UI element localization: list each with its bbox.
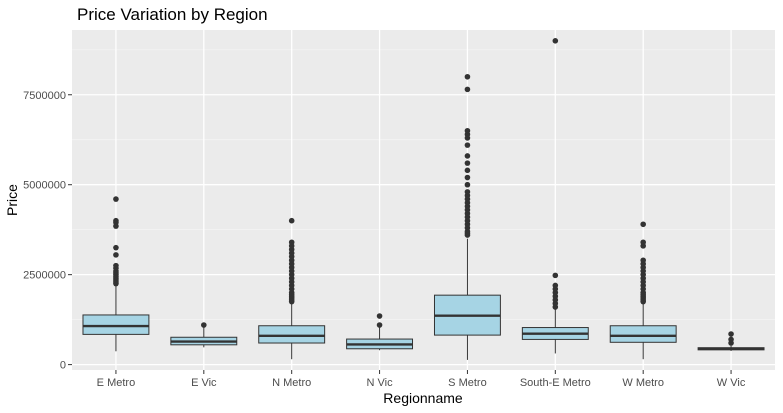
box-e-metro — [82, 196, 150, 352]
chart-title: Price Variation by Region — [77, 5, 268, 24]
outlier-point — [288, 217, 295, 224]
outlier-point — [464, 160, 471, 166]
plot-panel — [72, 30, 775, 370]
outlier-point — [552, 282, 559, 289]
x-tick-label: E Vic — [191, 377, 217, 389]
outlier-point — [201, 322, 207, 328]
outlier-point — [640, 239, 646, 246]
x-tick-label: N Metro — [272, 377, 311, 389]
box-w-vic — [697, 331, 765, 351]
box-iqr — [258, 325, 326, 344]
outlier-point — [464, 153, 471, 159]
outlier-point — [113, 252, 119, 258]
y-axis-title: Price — [4, 184, 20, 216]
x-tick-label: W Metro — [622, 377, 664, 389]
box-s-metro — [433, 73, 501, 360]
box-n-vic — [346, 313, 414, 351]
outlier-point — [640, 257, 646, 264]
x-tick-label: W Vic — [717, 377, 746, 389]
y-tick-label: 0 — [60, 360, 66, 372]
outlier-point — [640, 221, 646, 228]
y-axis: 0 2500000 5000000 7500000 — [23, 90, 72, 372]
outlier-point — [376, 313, 383, 319]
outlier-point — [464, 127, 471, 134]
x-tick-label: South-E Metro — [520, 377, 591, 389]
box-iqr — [609, 325, 677, 343]
outlier-point — [376, 322, 383, 328]
x-tick-label: S Metro — [448, 377, 487, 389]
outlier-point — [464, 142, 471, 148]
x-tick-label: E Metro — [97, 377, 136, 389]
outlier-point — [113, 244, 119, 251]
outlier-point — [288, 239, 295, 246]
box-e-vic — [170, 322, 238, 348]
outlier-point — [113, 217, 119, 224]
outlier-point — [464, 189, 471, 195]
outlier-point — [728, 331, 734, 337]
outlier-point — [552, 37, 559, 44]
box-w-metro — [609, 221, 677, 360]
outlier-point — [728, 336, 734, 343]
outlier-point — [464, 181, 471, 188]
outlier-point — [113, 262, 119, 269]
outlier-point — [113, 196, 119, 202]
y-tick-label: 2500000 — [23, 270, 66, 282]
outlier-point — [552, 272, 559, 279]
outlier-point — [464, 167, 471, 174]
box-iqr — [82, 314, 150, 335]
outlier-point — [464, 73, 471, 80]
box-south-e-metro — [521, 37, 589, 354]
outlier-point — [464, 174, 471, 181]
x-tick-label: N Vic — [367, 377, 394, 389]
box-n-metro — [258, 217, 326, 360]
boxes — [82, 37, 765, 360]
outlier-point — [464, 86, 471, 93]
x-axis: E Metro E Vic N Metro N Vic S Metro South-E M… — [97, 370, 746, 389]
x-axis-title: Regionname — [383, 390, 463, 406]
y-tick-label: 5000000 — [23, 180, 66, 192]
y-tick-label: 7500000 — [23, 90, 66, 102]
